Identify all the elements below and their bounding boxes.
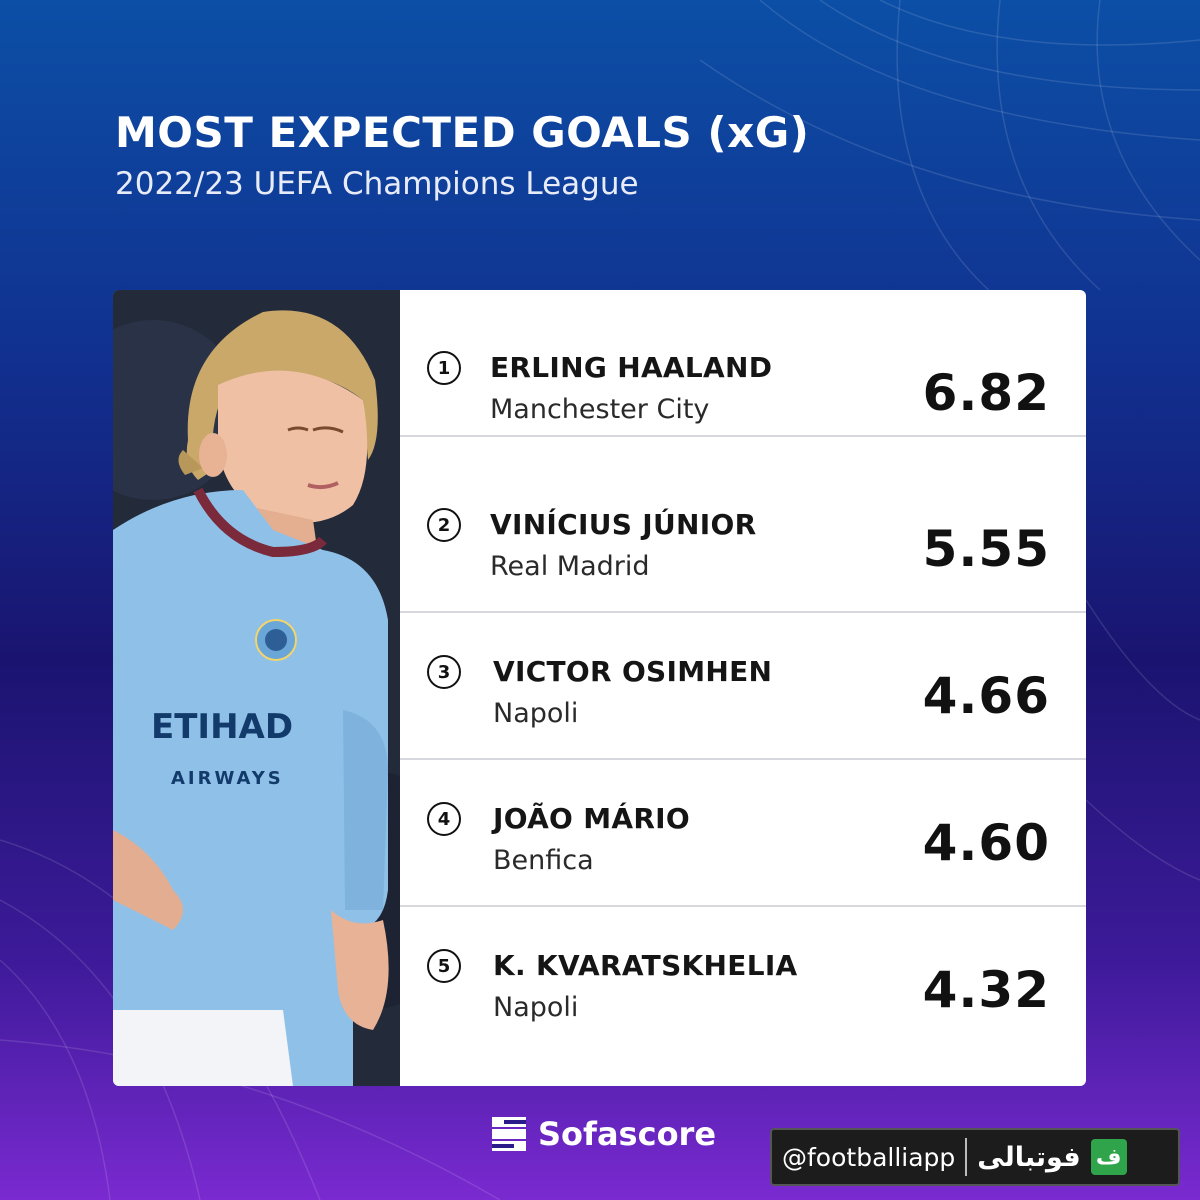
xg-value: 5.55 [922,520,1050,578]
sofascore-logo: Sofascore [490,1115,716,1153]
player-name: VINÍCIUS JÚNIOR [490,508,757,541]
player-name: VICTOR OSIMHEN [493,655,773,688]
ranking-list: 1 ERLING HAALAND Manchester City 6.82 2 … [400,290,1086,1086]
ranking-card: ETIHAD AIRWAYS 1 ERLING HAALAND Manchest… [113,290,1086,1086]
xg-value: 4.32 [922,961,1050,1019]
player-name: JOÃO MÁRIO [493,802,691,835]
rank-badge: 4 [427,802,461,836]
player-club: Benfica [493,845,594,876]
shirt-sponsor-subtext: AIRWAYS [171,768,284,789]
list-item: 2 VINÍCIUS JÚNIOR Real Madrid 5.55 [400,466,1086,613]
social-handle: @footballiapp [782,1142,956,1172]
player-club: Manchester City [490,394,710,425]
rank-badge: 3 [427,655,461,689]
page-subtitle: 2022/23 UEFA Champions League [115,166,639,202]
player-name: ERLING HAALAND [490,351,773,384]
sofascore-icon [492,1117,526,1151]
footballi-arabic-name: فوتبالی [977,1141,1081,1173]
xg-value: 4.66 [922,667,1050,725]
footballi-watermark: @footballiapp فوتبالی ف [770,1128,1180,1186]
rank-badge: 1 [427,351,461,385]
xg-value: 4.60 [922,814,1050,872]
player-illustration: ETIHAD AIRWAYS [113,290,400,1086]
sofascore-brand-text: Sofascore [538,1115,717,1153]
player-photo: ETIHAD AIRWAYS [113,290,400,1086]
list-item: 1 ERLING HAALAND Manchester City 6.82 [400,290,1086,437]
list-item: 4 JOÃO MÁRIO Benfica 4.60 [400,760,1086,907]
rank-badge: 2 [427,508,461,542]
player-club: Napoli [493,698,579,729]
rank-badge: 5 [427,949,461,983]
watermark-divider [965,1138,968,1176]
list-item: 3 VICTOR OSIMHEN Napoli 4.66 [400,613,1086,760]
footballi-logo-icon: ف [1090,1139,1127,1175]
xg-value: 6.82 [922,364,1050,422]
player-name: K. KVARATSKHELIA [493,949,798,982]
list-item: 5 K. KVARATSKHELIA Napoli 4.32 [400,907,1086,1054]
player-club: Real Madrid [490,551,650,582]
shirt-sponsor-text: ETIHAD [151,707,293,747]
player-club: Napoli [493,992,579,1023]
page-title: MOST EXPECTED GOALS (xG) [115,108,810,157]
